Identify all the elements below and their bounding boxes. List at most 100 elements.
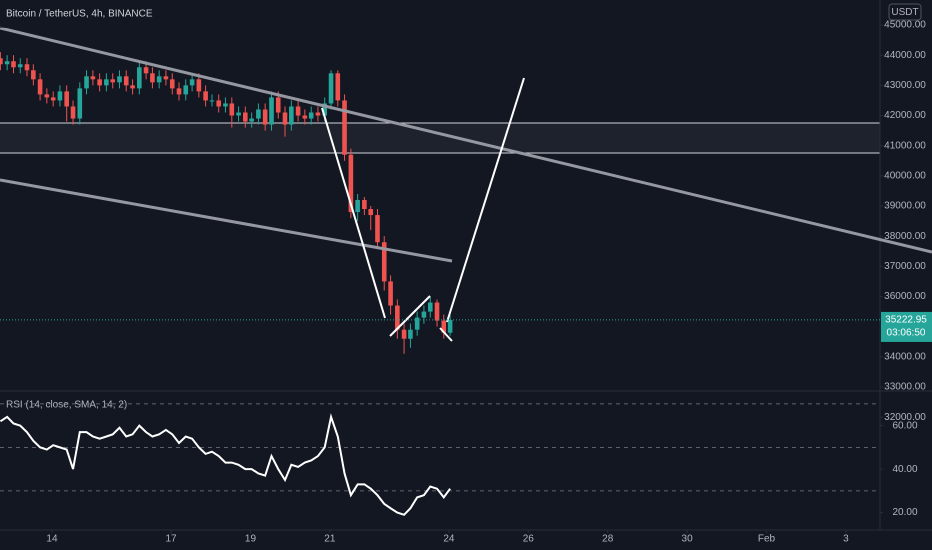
y-tick-label: 44000.00 <box>884 50 926 61</box>
candle-body <box>236 112 241 116</box>
y-tick-label: 38000.00 <box>884 231 926 242</box>
marks <box>0 52 453 354</box>
candle-body <box>368 209 374 216</box>
x-tick-label: 24 <box>443 534 455 545</box>
candle-body <box>388 281 393 306</box>
title-bg <box>0 0 250 28</box>
y-tick-label: 20.00 <box>892 507 917 518</box>
x-tick-label: 17 <box>166 534 178 545</box>
candle-body <box>421 311 427 318</box>
candle-body <box>77 88 83 119</box>
candle-body <box>70 106 76 119</box>
candle-body <box>414 317 420 330</box>
y-tick-label: 39000.00 <box>884 201 926 212</box>
candle-body <box>117 76 122 83</box>
candle-body <box>104 79 109 86</box>
last-price-box <box>881 311 932 342</box>
candle-body <box>90 76 96 80</box>
candle-body <box>295 106 301 116</box>
candle-body <box>269 97 274 125</box>
candle-body <box>110 79 116 83</box>
x-tick-label: 3 <box>843 534 849 545</box>
last-price-label: 35222.95 <box>885 315 927 326</box>
drawing <box>321 107 386 319</box>
drawing <box>389 295 431 337</box>
candle-body <box>17 64 23 68</box>
drawing <box>446 77 525 323</box>
candle-body <box>24 64 30 71</box>
y-tick-label: 34000.00 <box>884 351 926 362</box>
candle-body <box>209 100 215 102</box>
y-tick-label: 60.00 <box>892 420 917 431</box>
candle-body <box>348 154 354 213</box>
candle-body <box>203 91 208 101</box>
trend-line <box>0 178 453 263</box>
y-tick-label: 40.00 <box>892 464 917 475</box>
candle-body <box>375 215 380 243</box>
candle-body <box>31 70 36 80</box>
x-tick-label: 21 <box>324 534 336 545</box>
currency-box <box>888 3 922 21</box>
x-tick-label: 30 <box>682 534 694 545</box>
candle-body <box>150 73 155 83</box>
candle-body <box>275 97 281 113</box>
candle-body <box>447 319 453 333</box>
candle-body <box>328 73 334 104</box>
candle-body <box>302 115 308 119</box>
candle-body <box>216 100 222 107</box>
candle-body <box>169 79 175 89</box>
trend-line <box>0 26 932 254</box>
candle-body <box>322 103 327 116</box>
candle-body <box>243 112 248 122</box>
candle-body <box>143 67 149 74</box>
candle-body <box>315 112 321 116</box>
candle-body <box>362 199 367 210</box>
candle-body <box>84 76 89 89</box>
zone <box>0 123 880 153</box>
x-tick-label: Feb <box>758 534 776 545</box>
candle-body <box>401 329 407 339</box>
y-tick-label: 43000.00 <box>884 80 926 91</box>
countdown: 03:06:50 <box>887 328 926 339</box>
drawing <box>439 327 453 342</box>
candle-body <box>11 61 16 68</box>
currency: USDT <box>891 7 918 18</box>
candle-body <box>183 85 189 95</box>
candle-body <box>427 302 433 312</box>
candle-body <box>249 118 254 122</box>
candle-body <box>156 76 162 83</box>
candle-body <box>0 58 3 65</box>
candle-body <box>50 97 56 101</box>
candle-body <box>355 199 360 213</box>
candle-body <box>335 73 341 101</box>
candle-body <box>289 106 294 125</box>
candle-body <box>97 79 102 86</box>
candle-body <box>4 61 10 65</box>
candle-body <box>137 67 142 89</box>
candle-body <box>434 302 440 321</box>
x-tick-label: 28 <box>602 534 614 545</box>
indicator-label: RSI (14, close, SMA, 14, 2) <box>6 400 127 411</box>
candle-body <box>408 329 413 339</box>
candle-body <box>130 85 135 89</box>
candle-body <box>196 79 202 92</box>
candle-body <box>223 103 228 107</box>
candle-body <box>163 76 169 80</box>
candle-body <box>176 88 182 95</box>
y-tick-label: 42000.00 <box>884 110 926 121</box>
candle-body <box>64 91 69 107</box>
y-tick-label: 41000.00 <box>884 140 926 151</box>
candle-body <box>37 79 43 95</box>
candle-body <box>262 109 268 125</box>
y-tick-label: 45000.00 <box>884 20 926 31</box>
candle-body <box>381 242 387 282</box>
chart-title: Bitcoin / TetherUS, 4h, BINANCE <box>6 9 153 20</box>
y-tick-label: 40000.00 <box>884 170 926 181</box>
candle-body <box>189 79 195 86</box>
candle-body <box>256 109 261 119</box>
candle-body <box>282 112 288 125</box>
y-tick-label: 33000.00 <box>884 382 926 393</box>
candle-body <box>441 320 447 333</box>
